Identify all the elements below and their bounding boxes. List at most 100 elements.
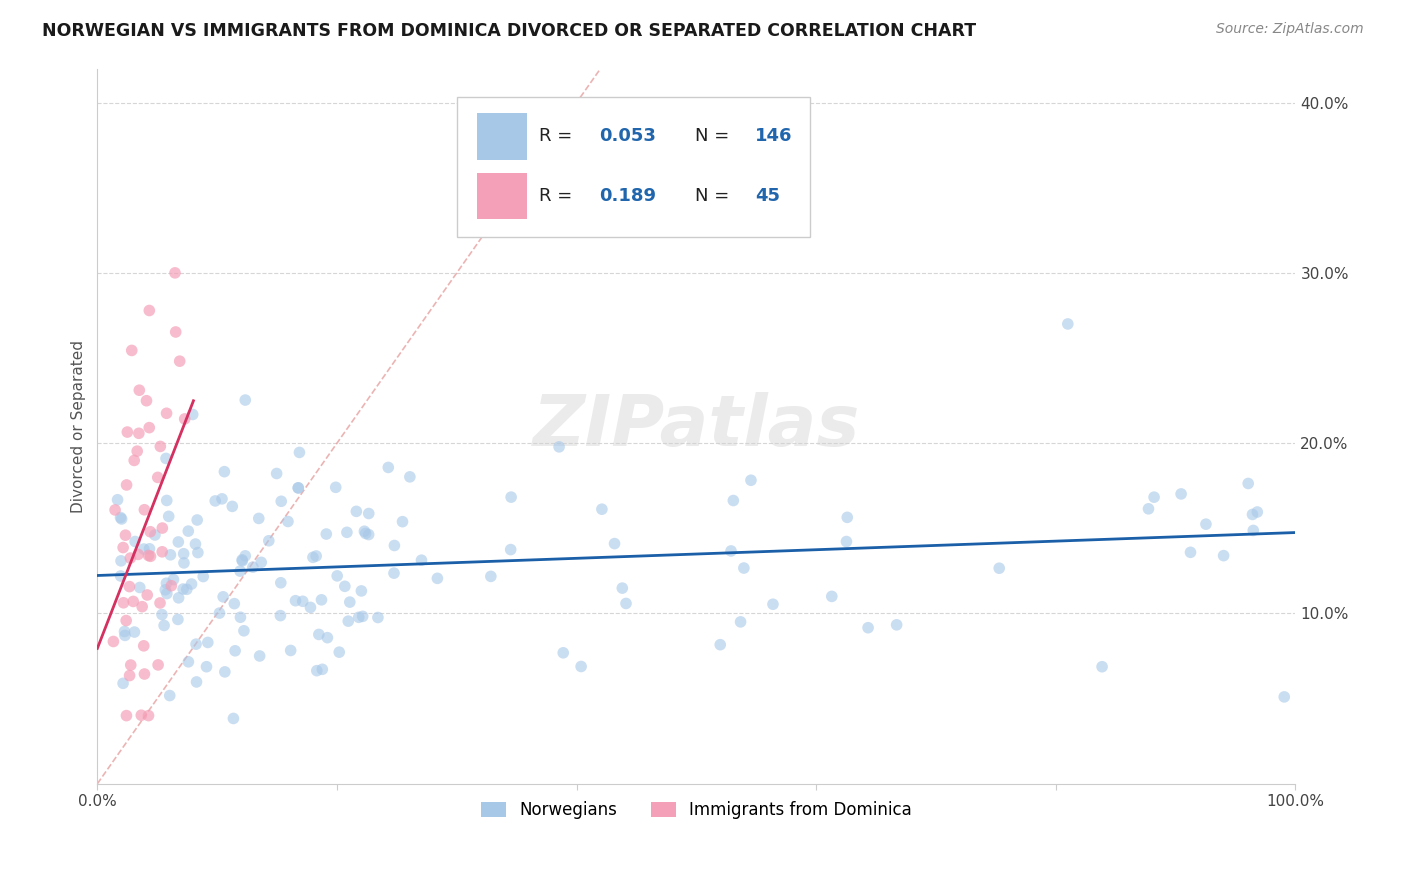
Point: [167, 612, 190, 626]
Point: [165, 325, 187, 339]
Point: [277, 515, 299, 529]
Point: [344, 504, 367, 518]
Point: [856, 621, 879, 635]
Point: [204, 494, 226, 508]
Text: 146: 146: [755, 128, 793, 145]
Point: [128, 426, 150, 441]
Point: [197, 635, 219, 649]
Point: [224, 644, 246, 658]
Point: [103, 634, 125, 648]
Point: [110, 510, 132, 524]
Point: [127, 548, 149, 562]
Point: [603, 536, 626, 550]
Point: [242, 560, 264, 574]
Point: [186, 513, 208, 527]
Point: [426, 571, 449, 585]
Point: [127, 444, 149, 458]
Text: 0.189: 0.189: [599, 187, 657, 205]
Point: [336, 525, 359, 540]
Point: [138, 420, 160, 434]
Point: [821, 590, 844, 604]
Point: [134, 502, 156, 516]
Bar: [477, 113, 527, 160]
Point: [146, 470, 169, 484]
Text: NORWEGIAN VS IMMIGRANTS FROM DOMINICA DIVORCED OR SEPARATED CORRELATION CHART: NORWEGIAN VS IMMIGRANTS FROM DOMINICA DI…: [42, 22, 976, 40]
Point: [221, 500, 243, 514]
Point: [136, 588, 159, 602]
Point: [762, 597, 785, 611]
Point: [311, 592, 333, 607]
Point: [193, 569, 215, 583]
Point: [612, 581, 634, 595]
Point: [180, 577, 202, 591]
Text: N =: N =: [695, 187, 741, 205]
Point: [118, 668, 141, 682]
Point: [512, 189, 534, 203]
Point: [156, 586, 179, 600]
Point: [138, 541, 160, 556]
Point: [291, 594, 314, 608]
Point: [740, 473, 762, 487]
Point: [138, 303, 160, 318]
Point: [249, 648, 271, 663]
Point: [146, 657, 169, 672]
Point: [150, 545, 173, 559]
Point: [177, 655, 200, 669]
Text: 0.053: 0.053: [599, 128, 657, 145]
Point: [270, 494, 292, 508]
Y-axis label: Divorced or Separated: Divorced or Separated: [72, 340, 86, 513]
Point: [124, 625, 146, 640]
Point: [1272, 690, 1295, 704]
Point: [128, 581, 150, 595]
Point: [399, 470, 422, 484]
Point: [155, 576, 177, 591]
Point: [184, 637, 207, 651]
Point: [110, 569, 132, 583]
Point: [172, 582, 194, 596]
Point: [266, 467, 288, 481]
Point: [357, 527, 380, 541]
Point: [184, 537, 207, 551]
Point: [132, 542, 155, 557]
Point: [222, 711, 245, 725]
Point: [733, 561, 755, 575]
Point: [139, 549, 162, 564]
Point: [129, 708, 152, 723]
Point: [112, 596, 135, 610]
Point: [377, 460, 399, 475]
Point: [837, 510, 859, 524]
Point: [569, 659, 592, 673]
Point: [156, 493, 179, 508]
Bar: [477, 173, 527, 219]
Point: [150, 521, 173, 535]
Point: [257, 533, 280, 548]
Point: [1237, 476, 1260, 491]
Point: [149, 439, 172, 453]
Point: [988, 561, 1011, 575]
Point: [104, 503, 127, 517]
Point: [367, 610, 389, 624]
Point: [288, 445, 311, 459]
Point: [352, 609, 374, 624]
Point: [121, 343, 143, 358]
Point: [181, 408, 204, 422]
Point: [160, 579, 183, 593]
Point: [1241, 508, 1264, 522]
Text: N =: N =: [695, 128, 735, 145]
Point: [110, 554, 132, 568]
Point: [211, 491, 233, 506]
Point: [112, 541, 135, 555]
Point: [730, 615, 752, 629]
Point: [208, 606, 231, 620]
Text: R =: R =: [540, 128, 578, 145]
Point: [1241, 524, 1264, 538]
Point: [1212, 549, 1234, 563]
Point: [233, 549, 256, 563]
Point: [411, 553, 433, 567]
Point: [134, 667, 156, 681]
Point: [107, 492, 129, 507]
Point: [553, 646, 575, 660]
Point: [187, 545, 209, 559]
Point: [1246, 505, 1268, 519]
Point: [162, 573, 184, 587]
